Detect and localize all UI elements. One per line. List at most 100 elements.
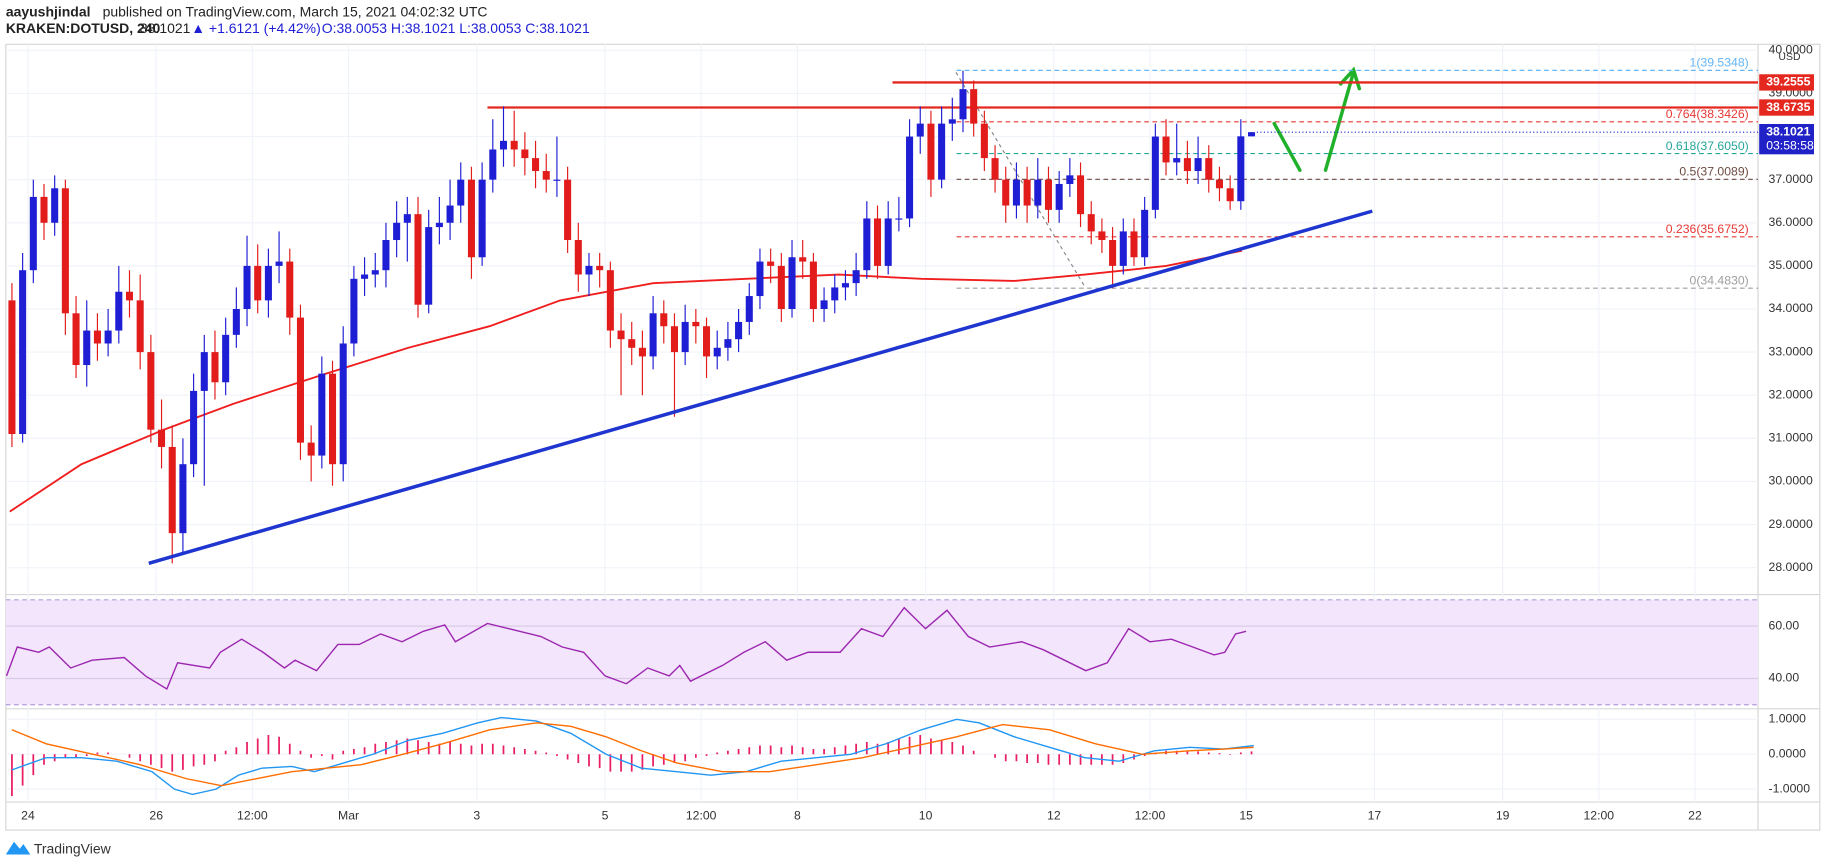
candle-body bbox=[478, 179, 486, 258]
fib-label: 1(39.5348) bbox=[1690, 56, 1749, 70]
candle-body bbox=[286, 261, 294, 318]
candle-body bbox=[927, 123, 935, 180]
y-tick-label: 29.0000 bbox=[1769, 517, 1813, 531]
candle-body bbox=[243, 265, 251, 309]
candle-body bbox=[980, 123, 988, 159]
candle-body bbox=[168, 446, 176, 534]
candle-body bbox=[232, 308, 240, 335]
signal-line bbox=[11, 722, 1254, 787]
candle-body bbox=[328, 373, 337, 465]
candle-body bbox=[724, 339, 732, 348]
candle-body bbox=[916, 123, 924, 137]
candle-body bbox=[959, 89, 967, 120]
candle-body bbox=[8, 300, 16, 435]
candle-body bbox=[1205, 158, 1213, 180]
candle-body bbox=[425, 227, 433, 305]
candle-body bbox=[884, 218, 892, 266]
candle-body bbox=[745, 296, 753, 322]
published: published on TradingView.com, March 15, … bbox=[103, 4, 488, 20]
y-tick-label: 33.0000 bbox=[1769, 344, 1813, 358]
candle-body bbox=[1183, 158, 1191, 172]
candle-body bbox=[83, 330, 91, 366]
x-tick-label: 26 bbox=[149, 808, 163, 822]
y-tick-label: 35.0000 bbox=[1769, 258, 1813, 272]
candle-body bbox=[852, 270, 860, 284]
price-tag bbox=[1759, 74, 1814, 91]
x-tick-label: 5 bbox=[602, 808, 609, 822]
candle-body bbox=[1151, 136, 1159, 210]
candle-body bbox=[211, 352, 219, 383]
candle-body bbox=[93, 330, 101, 344]
candle-body bbox=[564, 179, 572, 241]
candle-body bbox=[307, 442, 315, 456]
macd-line bbox=[11, 716, 1254, 796]
candle-body bbox=[275, 261, 283, 266]
candle-body bbox=[777, 265, 785, 309]
moving-average bbox=[9, 249, 1243, 513]
candle-body bbox=[147, 352, 155, 430]
candle-body bbox=[585, 265, 593, 275]
candle-body bbox=[638, 347, 646, 357]
candle-body bbox=[873, 218, 882, 266]
candle-body bbox=[457, 179, 465, 206]
candle-body bbox=[767, 261, 775, 266]
candle-body bbox=[510, 140, 518, 150]
ohlc: O:38.0053 H:38.1021 L:38.0053 C:38.1021 bbox=[322, 20, 590, 36]
trendline bbox=[148, 209, 1373, 565]
change: ▲ +1.6121 (+4.42%) bbox=[191, 20, 321, 36]
x-tick-label: 17 bbox=[1368, 808, 1382, 822]
candle-body bbox=[735, 321, 743, 340]
candle-body bbox=[649, 313, 657, 357]
arrow-down bbox=[1272, 121, 1302, 172]
x-tick-label: 12 bbox=[1047, 808, 1061, 822]
candle-body bbox=[713, 347, 721, 357]
macd-tick-label: -1.0000 bbox=[1769, 781, 1811, 795]
candle-body bbox=[19, 270, 27, 435]
x-tick-label: 19 bbox=[1496, 808, 1510, 822]
candle-body bbox=[200, 352, 208, 391]
candle-body bbox=[158, 429, 166, 447]
macd-tick-label: 0.0000 bbox=[1769, 746, 1807, 760]
candle-body bbox=[521, 149, 529, 159]
rsi-tick-label: 60.00 bbox=[1769, 618, 1800, 632]
brand: TradingView bbox=[34, 841, 112, 857]
fib-label: 0(34.4830) bbox=[1690, 273, 1749, 287]
candle-body bbox=[863, 218, 871, 271]
price-tag bbox=[1759, 99, 1814, 116]
x-tick-label: 12:00 bbox=[686, 808, 717, 822]
candle-body bbox=[1077, 175, 1085, 215]
candle-body bbox=[617, 330, 625, 340]
candle-body bbox=[841, 283, 849, 288]
currency: USD bbox=[1778, 52, 1801, 63]
candle-body bbox=[393, 222, 401, 241]
x-tick-label: 12:00 bbox=[237, 808, 268, 822]
candle-body bbox=[467, 179, 475, 258]
candle-body bbox=[1237, 136, 1245, 202]
candle-body bbox=[553, 179, 561, 181]
candle-body bbox=[361, 274, 369, 279]
candle-body bbox=[1119, 231, 1127, 266]
candle-body bbox=[1002, 179, 1010, 206]
fib-label: 0.5(37.0089) bbox=[1679, 165, 1748, 179]
candle-body bbox=[799, 257, 807, 262]
y-tick-label: 32.0000 bbox=[1769, 387, 1813, 401]
candle-body bbox=[660, 313, 668, 327]
x-tick-label: Mar bbox=[338, 808, 359, 822]
x-tick-label: 8 bbox=[794, 808, 801, 822]
last-price-header: 38.1021 bbox=[140, 20, 191, 36]
candle-body bbox=[606, 270, 614, 331]
candle-body bbox=[681, 321, 689, 353]
candle-body bbox=[403, 214, 411, 223]
candle-body bbox=[938, 123, 946, 180]
y-tick-label: 31.0000 bbox=[1769, 431, 1813, 445]
candle-body bbox=[1034, 179, 1042, 206]
candle-body bbox=[104, 330, 112, 344]
candle-body bbox=[906, 136, 914, 219]
candle-body bbox=[596, 265, 604, 271]
x-tick-label: 22 bbox=[1688, 808, 1702, 822]
candle-body bbox=[670, 326, 678, 353]
candle-body bbox=[895, 218, 903, 220]
candle-body bbox=[1023, 179, 1031, 206]
